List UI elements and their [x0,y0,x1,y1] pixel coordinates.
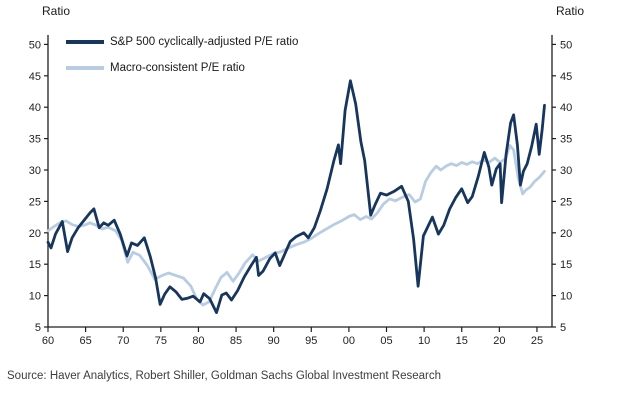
legend: S&P 500 cyclically-adjusted P/E ratio Ma… [66,36,298,74]
y-tick-label-right: 50 [560,39,572,51]
y-tick-label-right: 45 [560,71,572,83]
x-tick-label: 95 [305,335,317,347]
x-tick-label: 80 [192,335,204,347]
y-axis-title-right: Ratio [556,4,585,18]
y-tick-label-left: 25 [29,196,41,208]
x-tick-label: 60 [42,335,54,347]
x-tick-label: 70 [117,335,129,347]
series-line-0 [46,144,546,307]
y-tick-label-right: 20 [560,228,572,240]
x-tick-label: 00 [343,335,355,347]
y-tick-label-left: 35 [29,134,41,146]
y-tick-label-right: 30 [560,165,572,177]
series-line-1 [46,79,546,315]
legend-label-sp500: S&P 500 cyclically-adjusted P/E ratio [110,36,299,48]
y-tick-label-left: 20 [29,228,41,240]
y-tick-label-left: 15 [29,259,41,271]
y-tick-label-left: 50 [29,39,41,51]
y-tick-label-right: 5 [560,322,566,334]
x-tick-label: 10 [418,335,430,347]
legend-label-macro: Macro-consistent P/E ratio [110,62,245,74]
x-tick-label: 85 [230,335,242,347]
y-axis-title-left: Ratio [42,4,71,18]
sp500-line-swatch [66,40,104,44]
x-tick-label: 15 [456,335,468,347]
macro-line-swatch [66,66,104,70]
line-chart: 5 5 10 10 15 15 20 20 25 25 30 30 35 35 40 40 45 45 50 50 60… [29,35,572,347]
y-tick-label-right: 25 [560,196,572,208]
y-tick-label-right: 40 [560,102,572,114]
x-tick-label: 20 [493,335,505,347]
y-tick-label-right: 10 [560,291,572,303]
y-tick-label-left: 45 [29,71,41,83]
y-tick-label-right: 15 [560,259,572,271]
y-tick-label-left: 10 [29,291,41,303]
y-tick-label-left: 40 [29,102,41,114]
source-attribution: Source: Haver Analytics, Robert Shiller,… [7,370,442,382]
y-tick-label-left: 30 [29,165,41,177]
legend-entry-macro: Macro-consistent P/E ratio [66,62,298,74]
legend-entry-sp500: S&P 500 cyclically-adjusted P/E ratio [66,36,298,48]
y-tick-label-left: 5 [35,322,41,334]
x-tick-label: 90 [268,335,280,347]
x-tick-label: 65 [79,335,91,347]
y-tick-label-right: 35 [560,134,572,146]
x-tick-label: 25 [531,335,543,347]
x-tick-label: 75 [155,335,167,347]
x-tick-label: 05 [380,335,392,347]
